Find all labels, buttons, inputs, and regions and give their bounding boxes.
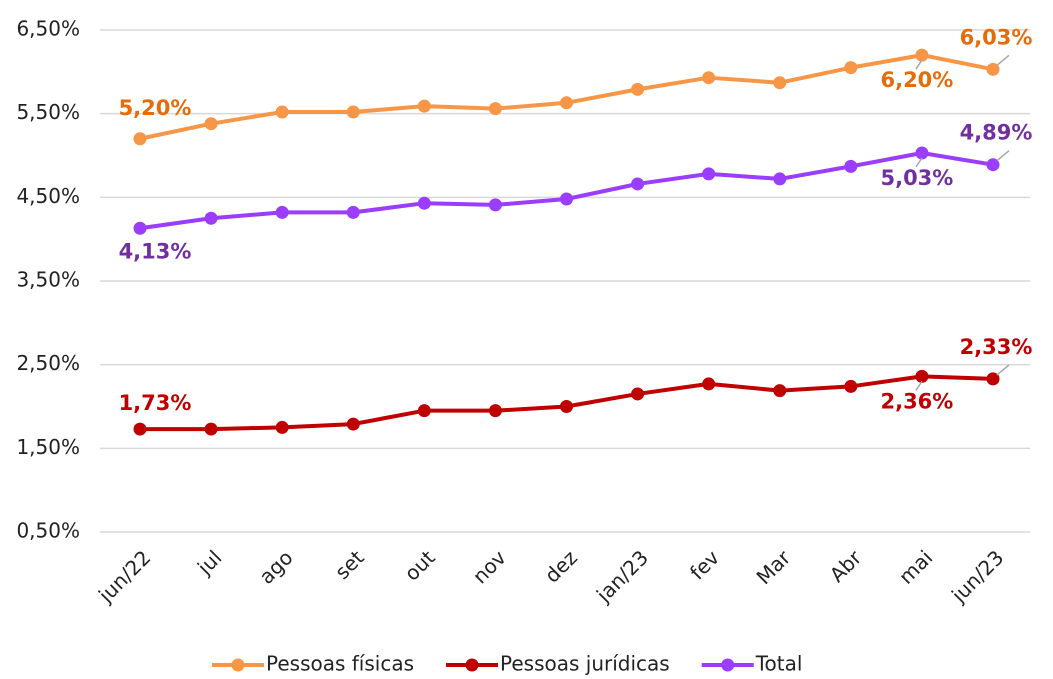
data-point [986, 158, 1000, 172]
data-point [986, 62, 1000, 76]
data-point [204, 422, 218, 436]
y-tick-label: 1,50% [16, 435, 80, 459]
y-tick-label: 6,50% [16, 17, 80, 41]
x-tick-label: Abr [825, 545, 867, 587]
x-tick-label: jun/23 [946, 545, 1008, 607]
data-point [560, 96, 573, 110]
data-label: 2,36% [880, 389, 953, 413]
series-line [139, 150, 994, 231]
data-label: 6,20% [880, 68, 953, 92]
leader-line [996, 150, 1010, 162]
data-point [702, 71, 716, 85]
x-tick-label: fev [685, 545, 724, 584]
x-tick-label: Mar [752, 545, 796, 589]
data-point [986, 372, 1000, 386]
data-point [275, 105, 289, 119]
legend-marker [465, 658, 479, 672]
x-tick-label: jan/23 [591, 545, 653, 607]
leader-line [915, 380, 923, 391]
data-point [631, 177, 645, 191]
x-tick-label: ago [254, 545, 297, 588]
x-tick-label: set [330, 545, 369, 584]
legend-label: Pessoas jurídicas [500, 652, 670, 676]
data-point [773, 384, 787, 398]
data-point [346, 105, 360, 119]
y-tick-label: 4,50% [16, 184, 80, 208]
data-point [915, 369, 929, 383]
data-label: 5,20% [119, 96, 192, 120]
data-point [417, 196, 431, 210]
data-point [204, 211, 218, 225]
x-tick-label: mai [894, 545, 937, 588]
x-tick-label: jun/22 [93, 545, 155, 607]
leader-line [915, 59, 923, 70]
data-point [488, 404, 502, 418]
data-label: 4,13% [119, 239, 192, 263]
data-point [133, 221, 147, 235]
data-point [204, 117, 218, 131]
data-point [915, 146, 929, 160]
legend-marker [721, 658, 735, 672]
data-point [702, 377, 716, 391]
x-tick-label: out [400, 545, 440, 585]
legend-label: Pessoas físicas [266, 652, 414, 676]
data-point [417, 404, 431, 418]
data-point [133, 132, 147, 146]
data-point [844, 159, 858, 173]
x-tick-label: jul [192, 545, 227, 580]
y-tick-label: 3,50% [16, 268, 80, 292]
data-point [417, 99, 431, 113]
y-tick-label: 2,50% [16, 351, 80, 375]
data-point [844, 61, 858, 75]
leader-line [996, 364, 1010, 376]
data-point [915, 48, 929, 62]
data-point [488, 198, 502, 212]
data-label: 5,03% [880, 166, 953, 190]
x-tick-label: nov [468, 545, 511, 588]
data-point [346, 205, 360, 219]
data-point [488, 102, 502, 116]
legend-marker [231, 658, 245, 672]
data-point [773, 172, 787, 186]
leader-line [996, 54, 1010, 66]
data-point [275, 205, 289, 219]
data-point [560, 400, 573, 413]
data-point [773, 76, 787, 90]
y-tick-label: 0,50% [16, 519, 80, 543]
data-point [133, 422, 147, 436]
data-point [631, 82, 645, 96]
data-label: 4,89% [960, 121, 1033, 145]
legend-label: Total [755, 652, 803, 676]
data-point [702, 167, 716, 181]
data-label: 1,73% [119, 391, 192, 415]
leader-line [915, 157, 923, 168]
data-point [844, 379, 858, 393]
data-label: 6,03% [960, 25, 1033, 49]
data-point [631, 387, 645, 401]
data-label: 2,33% [960, 335, 1033, 359]
data-point [560, 192, 573, 206]
y-tick-label: 5,50% [16, 100, 80, 124]
data-point [275, 420, 289, 434]
x-tick-label: dez [540, 545, 582, 587]
data-point [346, 417, 360, 431]
